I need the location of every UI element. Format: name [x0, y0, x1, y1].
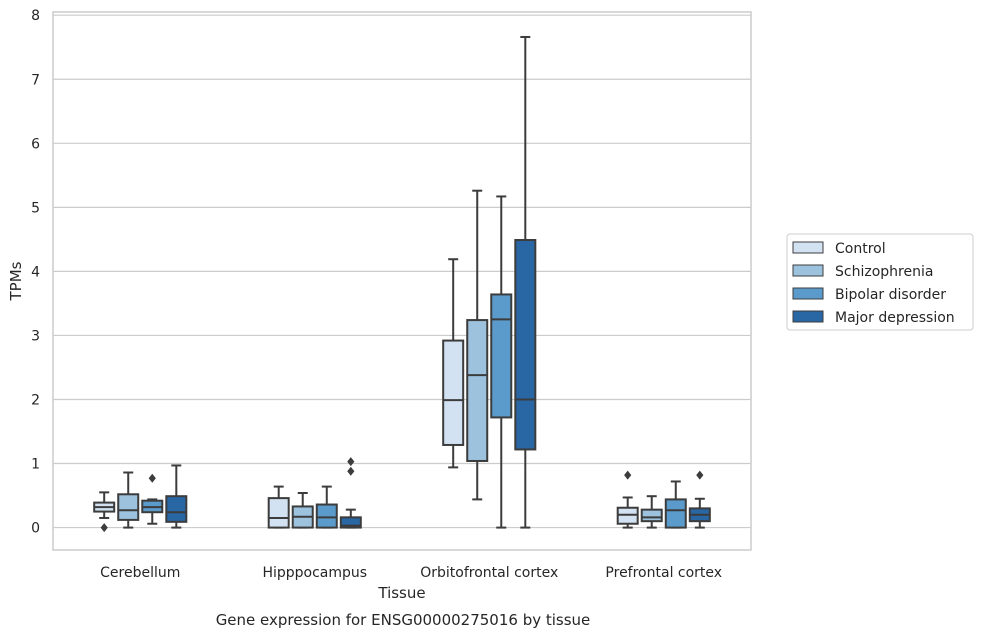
legend-label: Major depression — [835, 310, 955, 326]
legend-label: Control — [835, 241, 886, 257]
box-iqr — [490, 293, 513, 419]
y-tick-label: 2 — [31, 392, 40, 408]
y-tick-label: 3 — [31, 328, 40, 344]
box-hipppocampus-bipolar-disorder — [315, 485, 338, 529]
legend-swatch — [792, 310, 824, 323]
box-iqr — [664, 498, 687, 529]
y-tick-label: 1 — [31, 457, 40, 473]
box-iqr — [640, 508, 663, 523]
legend-swatch — [792, 264, 824, 277]
y-axis-label: TPMs — [7, 261, 25, 301]
legend: Control Schizophrenia Bipolar disorder Majo… — [786, 233, 974, 331]
legend-swatch — [792, 241, 824, 254]
box-iqr — [466, 319, 489, 462]
legend-item-major-depression: Major depression — [792, 310, 955, 326]
y-tick-labels: 0 1 2 3 4 5 6 7 8 — [31, 8, 40, 536]
box-hipppocampus-control — [267, 485, 290, 529]
box-cerebellum-control — [93, 491, 116, 533]
y-tick-label: 4 — [31, 264, 40, 280]
legend-swatch — [792, 287, 824, 300]
y-tick-label: 6 — [31, 136, 40, 152]
box-orbitofrontal-cortex-major-depression — [514, 35, 537, 529]
legend-frame — [786, 233, 974, 331]
legend-label: Schizophrenia — [835, 264, 933, 280]
box-iqr — [339, 516, 362, 529]
y-tick-label: 7 — [31, 72, 40, 88]
legend-label: Bipolar disorder — [835, 287, 946, 303]
box-prefrontal-cortex-bipolar-disorder — [664, 480, 687, 529]
box-orbitofrontal-cortex-bipolar-disorder — [490, 195, 513, 529]
box-cerebellum-bipolar-disorder — [141, 473, 164, 525]
outlier-point — [347, 466, 355, 476]
boxes — [93, 35, 711, 533]
y-tick-label: 0 — [31, 521, 40, 537]
y-tick-label: 5 — [31, 200, 40, 216]
box-iqr — [442, 339, 465, 446]
box-iqr — [315, 503, 338, 529]
x-tick-label-cerebellum: Cerebellum — [100, 565, 180, 581]
legend-item-schizophrenia: Schizophrenia — [792, 264, 933, 280]
box-cerebellum-major-depression — [165, 464, 188, 529]
box-orbitofrontal-cortex-schizophrenia — [466, 189, 489, 501]
outlier-point — [624, 470, 632, 480]
box-hipppocampus-major-depression — [339, 457, 362, 529]
box-orbitofrontal-cortex-control — [442, 258, 465, 469]
legend-item-control: Control — [792, 241, 886, 257]
x-tick-label-prefrontal-cortex: Prefrontal cortex — [605, 565, 722, 581]
outlier-point — [347, 457, 355, 467]
box-iqr — [267, 497, 290, 529]
box-iqr — [165, 495, 188, 523]
x-tick-label-orbitofrontal-cortex: Orbitofrontal cortex — [420, 565, 558, 581]
box-prefrontal-cortex-schizophrenia — [640, 495, 663, 529]
box-cerebellum-schizophrenia — [117, 471, 140, 529]
x-tick-labels: Cerebellum Hipppocampus Orbitofrontal cort… — [100, 565, 722, 581]
box-iqr — [514, 239, 537, 451]
grid-lines — [53, 14, 751, 529]
box-prefrontal-cortex-major-depression — [688, 470, 711, 529]
legend-item-bipolar-disorder: Bipolar disorder — [792, 287, 946, 303]
x-tick-label-hipppocampus: Hipppocampus — [262, 565, 367, 581]
y-tick-label: 8 — [31, 8, 40, 24]
outlier-point — [696, 470, 704, 480]
outlier-point — [100, 523, 108, 533]
box-iqr — [117, 493, 140, 521]
box-hipppocampus-schizophrenia — [291, 491, 314, 529]
chart-title: Gene expression for ENSG00000275016 by t… — [216, 611, 591, 629]
box-prefrontal-cortex-control — [616, 470, 639, 529]
outlier-point — [148, 473, 156, 483]
x-axis-label: Tissue — [377, 584, 425, 602]
plot-frame — [52, 11, 752, 551]
